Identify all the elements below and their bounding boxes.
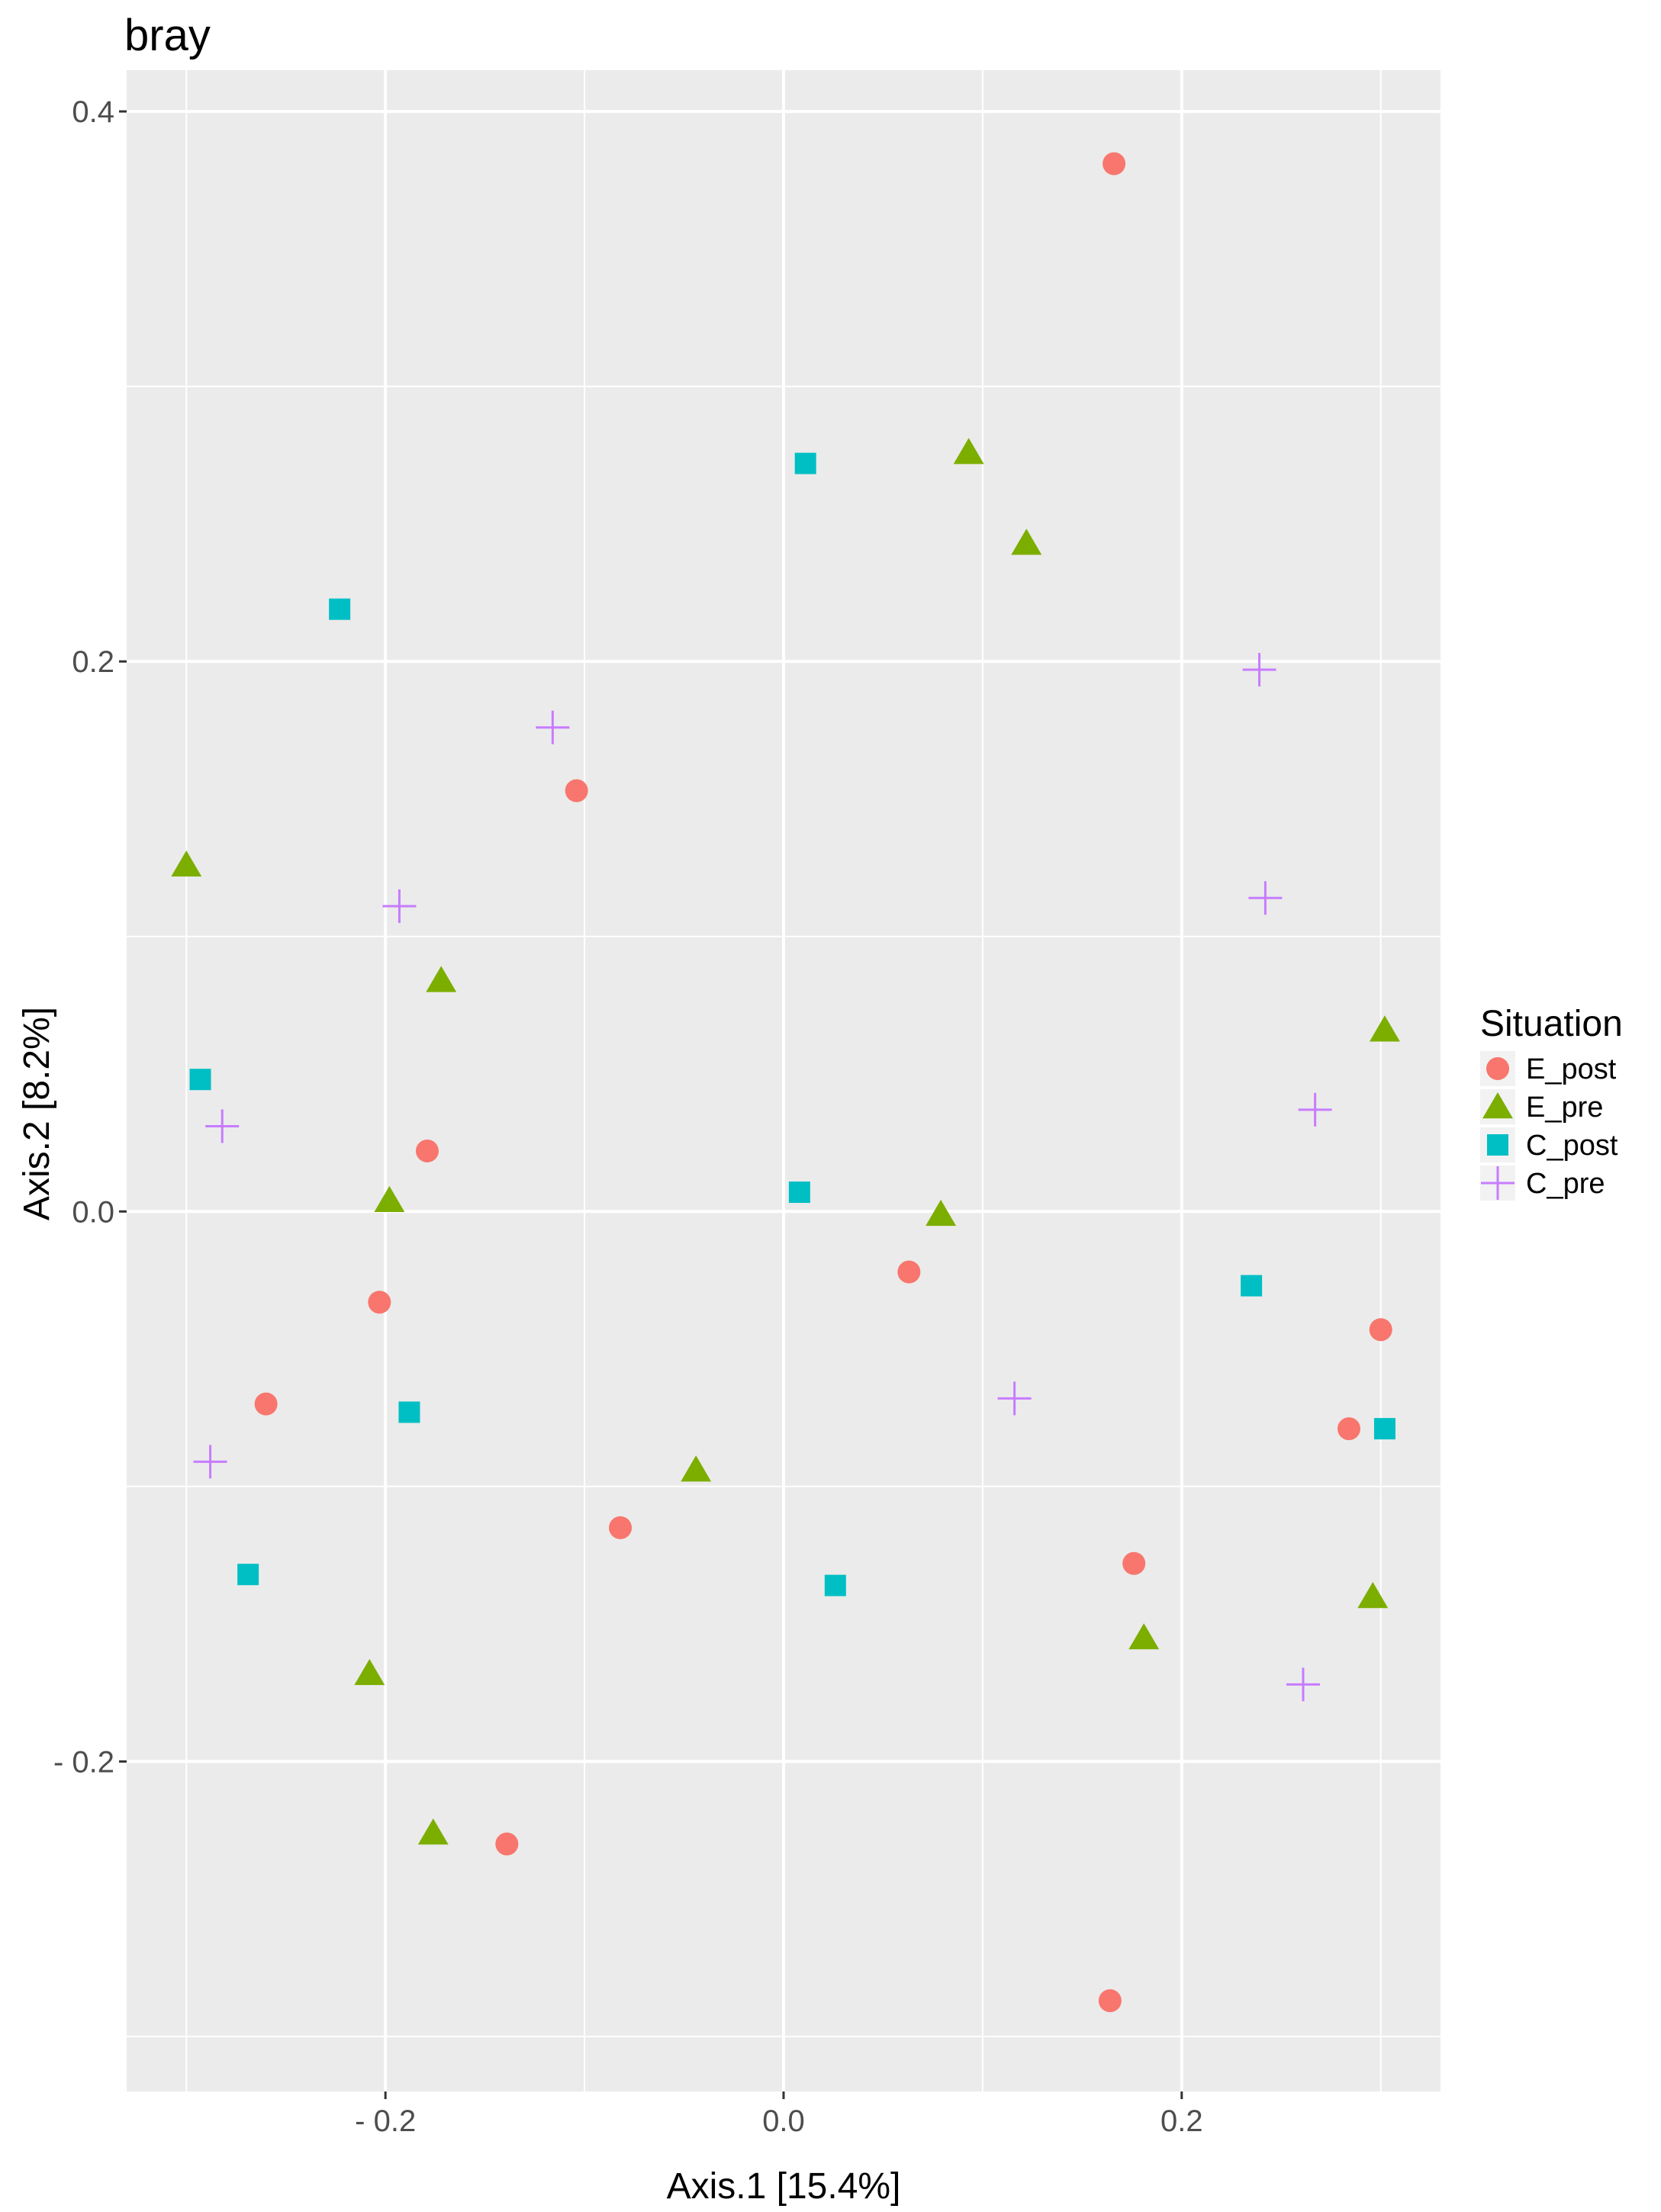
point-e-pre — [681, 1455, 712, 1482]
legend-key-e-pre — [1482, 1092, 1513, 1119]
point-e-pre — [1369, 1015, 1400, 1042]
point-c-post — [1241, 1275, 1263, 1297]
legend-title: Situation — [1480, 1004, 1623, 1044]
point-e-post — [1369, 1318, 1392, 1342]
point-e-pre — [925, 1199, 957, 1227]
point-e-post — [254, 1392, 278, 1416]
point-e-pre — [1357, 1582, 1389, 1609]
point-c-pre — [1286, 1667, 1320, 1702]
x-tick-label: - 0.2 — [355, 2104, 416, 2138]
legend-label: C_pre — [1526, 1168, 1605, 1200]
legend-key-e-post — [1486, 1057, 1509, 1080]
point-c-post — [824, 1574, 846, 1596]
point-c-pre — [997, 1381, 1032, 1416]
y-tick-label: 0.4 — [72, 95, 114, 129]
point-e-post — [565, 779, 588, 802]
point-c-post — [1373, 1418, 1395, 1440]
point-c-post — [398, 1401, 420, 1423]
x-tick-label: 0.0 — [762, 2104, 805, 2138]
point-e-pre — [953, 438, 984, 465]
point-e-pre — [426, 966, 457, 992]
point-e-post — [1122, 1551, 1146, 1575]
grid-lines — [127, 70, 1440, 2091]
point-c-pre — [1242, 652, 1276, 686]
point-e-post — [415, 1139, 439, 1162]
legend-label: E_post — [1526, 1053, 1617, 1085]
chart-title: bray — [124, 11, 211, 60]
point-c-pre — [205, 1109, 240, 1143]
point-c-pre — [193, 1445, 227, 1479]
point-c-pre — [1248, 881, 1283, 915]
legend: Situation E_post E_pre C_post C_pre — [1480, 1004, 1623, 1201]
point-c-post — [189, 1069, 211, 1091]
point-c-post — [794, 452, 816, 474]
point-e-post — [1337, 1417, 1360, 1441]
y-tick-label: 0.0 — [72, 1195, 114, 1229]
point-e-post — [495, 1832, 519, 1856]
x-axis-label: Axis.1 [15.4%] — [667, 2166, 901, 2207]
point-c-pre — [382, 889, 417, 924]
point-e-post — [1098, 1989, 1122, 2013]
legend-label: C_post — [1526, 1130, 1618, 1162]
point-c-post — [788, 1182, 810, 1204]
axis-ticks: - 0.2 0.0 0.2 - 0.2 0.0 0.2 0.4 — [53, 95, 1203, 2138]
point-c-pre — [536, 710, 570, 744]
point-e-pre — [417, 1818, 449, 1845]
y-tick-label: - 0.2 — [53, 1745, 114, 1779]
point-e-post — [609, 1516, 633, 1539]
y-axis-label: Axis.2 [8.2%] — [17, 1007, 57, 1220]
x-tick-label: 0.2 — [1160, 2104, 1203, 2138]
point-e-post — [1103, 152, 1126, 175]
data-points — [171, 152, 1400, 2013]
point-e-pre — [374, 1185, 405, 1213]
point-c-post — [329, 598, 351, 620]
point-e-pre — [1011, 529, 1042, 555]
legend-key-c-pre — [1481, 1166, 1515, 1200]
point-e-pre — [354, 1658, 385, 1686]
legend-label: E_pre — [1526, 1092, 1603, 1124]
point-c-pre — [1298, 1092, 1332, 1127]
point-e-post — [368, 1291, 391, 1314]
point-e-pre — [171, 850, 202, 877]
legend-key-c-post — [1487, 1134, 1508, 1156]
point-c-post — [237, 1564, 259, 1586]
point-e-pre — [1128, 1623, 1160, 1650]
point-e-post — [897, 1260, 921, 1284]
y-tick-label: 0.2 — [72, 645, 114, 679]
